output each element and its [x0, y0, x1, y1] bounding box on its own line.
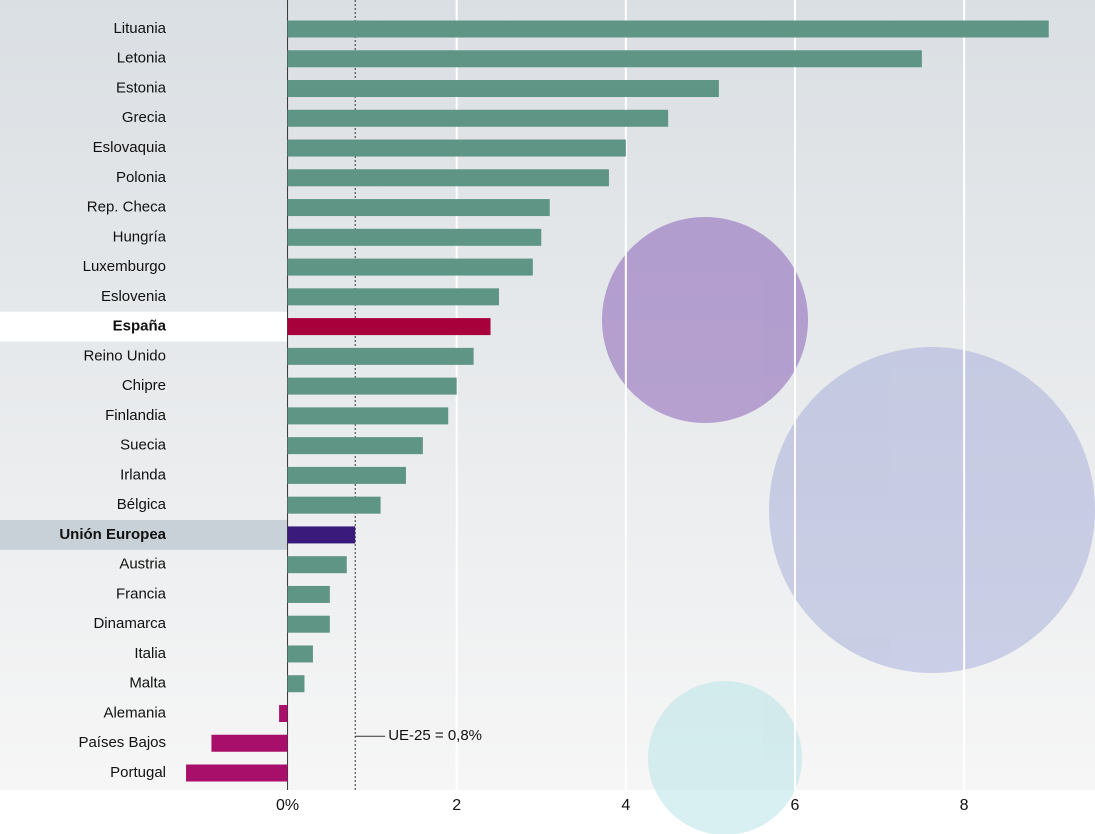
row-highlight: [0, 311, 288, 342]
bar: [287, 199, 550, 217]
y-tick-label: Bélgica: [117, 496, 167, 513]
y-tick-label: España: [113, 318, 167, 335]
bar: [287, 437, 423, 455]
row-highlight: [0, 520, 288, 550]
bar: [211, 734, 288, 752]
bar: [287, 645, 313, 663]
y-tick-label: Rep. Checa: [87, 199, 167, 216]
x-tick-label: 2: [452, 797, 461, 814]
bar: [287, 228, 542, 246]
bar: [287, 496, 381, 514]
y-tick-label: Unión Europea: [59, 526, 166, 543]
y-tick-label: Alemania: [103, 704, 166, 721]
bar: [287, 20, 1049, 38]
coin: [602, 217, 808, 423]
bar: [186, 764, 288, 782]
bar: [287, 556, 347, 574]
y-tick-label: Portugal: [110, 764, 166, 781]
y-tick-label: Estonia: [116, 79, 167, 96]
annotation: UE-25 = 0,8%: [388, 727, 482, 744]
bar: [287, 585, 330, 603]
bar: [287, 50, 922, 68]
x-tick-label: 6: [791, 797, 800, 814]
bar: [287, 318, 491, 336]
y-tick-label: Chipre: [122, 377, 166, 394]
bar: [287, 377, 457, 395]
bar: [287, 109, 669, 127]
bar: [287, 347, 474, 365]
bar: [287, 169, 609, 187]
coins: [602, 217, 1095, 834]
y-tick-label: Letonia: [117, 50, 167, 67]
bar: [287, 139, 626, 157]
y-tick-label: Hungría: [113, 228, 167, 245]
y-tick-label: Austria: [119, 556, 166, 573]
y-tick-label: Países Bajos: [78, 734, 166, 751]
y-tick-label: Eslovaquia: [93, 139, 167, 156]
bar: [287, 258, 533, 276]
y-tick-label: Polonia: [116, 169, 167, 186]
y-tick-label: Dinamarca: [93, 615, 166, 632]
y-tick-label: Italia: [134, 645, 166, 662]
y-tick-label: Luxemburgo: [83, 258, 166, 275]
y-tick-label: Lituania: [113, 20, 166, 37]
bar: [287, 526, 356, 544]
bar: [287, 615, 330, 633]
bar: [279, 704, 288, 722]
x-tick-label: 8: [960, 797, 969, 814]
y-tick-label: Reino Unido: [83, 347, 166, 364]
coin: [648, 681, 802, 834]
y-tick-label: Malta: [129, 675, 166, 692]
x-tick-label: 4: [621, 797, 630, 814]
bar: [287, 407, 449, 425]
x-tick-label: 0%: [276, 797, 299, 814]
coin: [769, 347, 1095, 673]
bar: [287, 288, 499, 306]
y-tick-label: Eslovenia: [101, 288, 167, 305]
bar: [287, 80, 719, 98]
y-tick-label: Finlandia: [105, 407, 167, 424]
y-tick-label: Francia: [116, 585, 167, 602]
y-tick-label: Grecia: [122, 109, 167, 126]
bar: [287, 466, 406, 484]
y-tick-label: Irlanda: [120, 466, 167, 483]
y-tick-label: Suecia: [120, 437, 167, 454]
bar: [287, 675, 305, 693]
